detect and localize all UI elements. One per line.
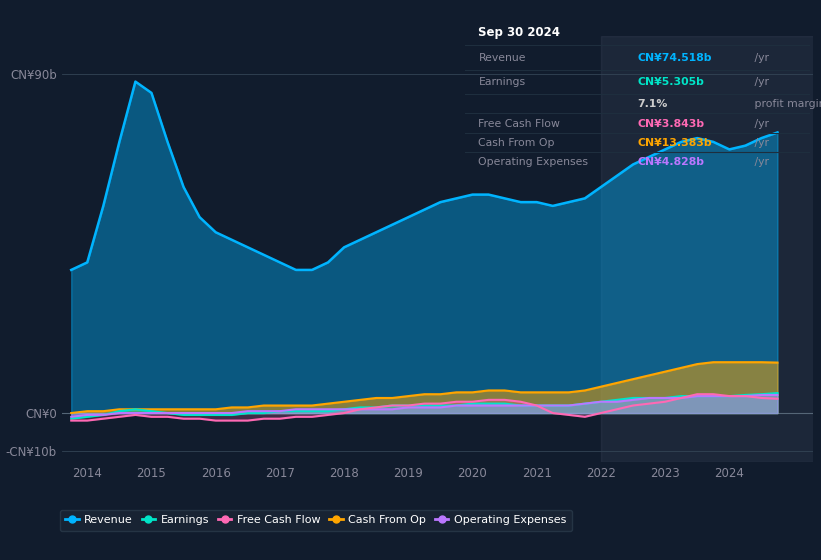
Text: profit margin: profit margin [751,99,821,109]
Legend: Revenue, Earnings, Free Cash Flow, Cash From Op, Operating Expenses: Revenue, Earnings, Free Cash Flow, Cash … [60,510,572,531]
Text: CN¥13.383b: CN¥13.383b [637,138,712,148]
Text: CN¥74.518b: CN¥74.518b [637,53,712,63]
Text: CN¥5.305b: CN¥5.305b [637,77,704,87]
Text: Sep 30 2024: Sep 30 2024 [479,26,561,39]
Text: CN¥3.843b: CN¥3.843b [637,119,704,129]
Text: CN¥4.828b: CN¥4.828b [637,157,704,167]
Text: /yr: /yr [751,53,769,63]
Text: /yr: /yr [751,119,769,129]
Text: Revenue: Revenue [479,53,526,63]
Text: Free Cash Flow: Free Cash Flow [479,119,561,129]
Text: 7.1%: 7.1% [637,99,667,109]
Text: Operating Expenses: Operating Expenses [479,157,589,167]
Bar [601,36,821,462]
Text: Cash From Op: Cash From Op [479,138,555,148]
Text: Earnings: Earnings [479,77,525,87]
Text: /yr: /yr [751,157,769,167]
Text: /yr: /yr [751,138,769,148]
Text: /yr: /yr [751,77,769,87]
